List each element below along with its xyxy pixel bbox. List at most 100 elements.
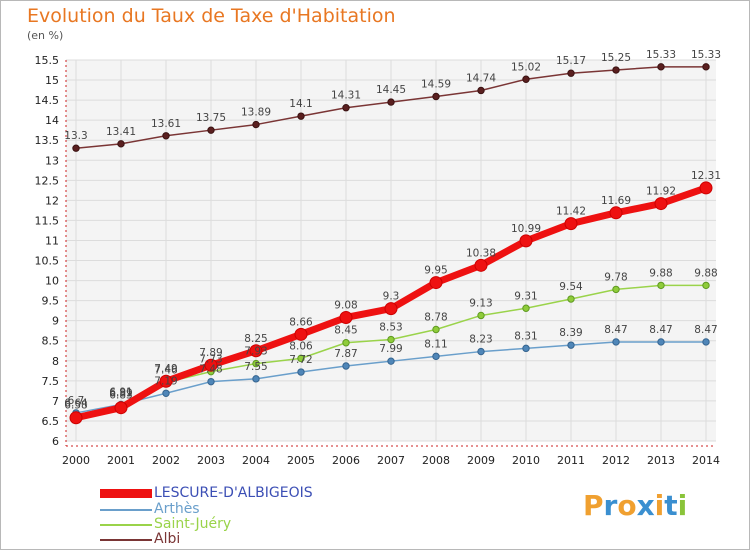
point-lescure (69, 411, 83, 425)
x-tick-label: 2008 (422, 454, 450, 467)
y-tick-label: 8.5 (42, 335, 60, 348)
point-lescure (699, 181, 713, 195)
x-tick-label: 2001 (107, 454, 135, 467)
y-tick-label: 7 (52, 395, 59, 408)
data-label-albi: 13.75 (196, 112, 226, 124)
data-label-lescure: 11.92 (646, 186, 676, 198)
point-arthes (612, 338, 620, 346)
data-label-saint-juery: 9.13 (469, 297, 492, 309)
point-saint-juery (522, 304, 530, 312)
data-label-albi: 15.33 (646, 49, 676, 61)
data-label-lescure: 6.58 (64, 400, 87, 412)
point-lescure (384, 302, 398, 316)
point-saint-juery (612, 285, 620, 294)
legend-label-lescure: LESCURE-D'ALBIGEOIS (154, 485, 313, 501)
point-arthes (432, 352, 440, 361)
y-tick-label: 15.5 (35, 54, 60, 67)
legend-swatch-saint-juery (100, 524, 152, 526)
logo-letter: o (617, 489, 637, 522)
point-lescure (609, 206, 623, 220)
point-lescure (564, 217, 578, 231)
point-albi (477, 86, 485, 95)
data-label-saint-juery: 8.78 (424, 312, 447, 324)
data-label-arthes: 8.47 (649, 324, 672, 336)
data-label-lescure: 10.38 (466, 247, 496, 259)
logo-letter: t (664, 489, 678, 522)
data-label-lescure: 11.69 (601, 195, 631, 207)
data-label-lescure: 9.95 (424, 265, 447, 277)
point-lescure (339, 310, 353, 324)
data-label-lescure: 6.83 (109, 390, 132, 402)
x-tick-label: 2014 (692, 454, 720, 467)
data-label-saint-juery: 6.89 (109, 387, 132, 399)
x-tick-label: 2013 (647, 454, 675, 467)
data-label-arthes: 7.87 (334, 348, 357, 360)
point-saint-juery (342, 339, 350, 347)
data-label-arthes: 6.7 (68, 395, 85, 407)
y-tick-label: 13 (45, 154, 59, 167)
data-label-albi: 15.02 (511, 61, 541, 73)
y-tick-label: 13.5 (35, 134, 60, 147)
point-albi (612, 66, 620, 74)
data-label-albi: 14.31 (331, 90, 361, 102)
legend-swatch-arthes (100, 509, 152, 511)
x-tick-label: 2005 (287, 454, 315, 467)
x-tick-label: 2004 (242, 454, 270, 467)
data-label-lescure: 9.08 (334, 299, 357, 311)
point-albi (297, 112, 305, 120)
data-label-albi: 13.3 (64, 130, 87, 142)
point-saint-juery (432, 325, 440, 334)
y-tick-label: 11.5 (35, 214, 60, 227)
point-lescure (429, 276, 443, 290)
y-tick-label: 6.5 (42, 415, 60, 428)
data-label-saint-juery: 6.64 (64, 397, 88, 409)
point-albi (207, 126, 215, 134)
point-albi (252, 120, 260, 129)
y-tick-label: 14 (45, 114, 59, 127)
point-arthes (567, 341, 575, 349)
point-albi (432, 92, 440, 101)
data-label-lescure: 11.42 (556, 206, 586, 218)
point-arthes (162, 389, 170, 397)
data-label-arthes: 8.23 (469, 334, 492, 346)
data-label-albi: 14.45 (376, 84, 406, 96)
x-tick-label: 2012 (602, 454, 630, 467)
logo-letter: P (583, 489, 604, 522)
data-label-saint-juery: 9.54 (559, 281, 583, 293)
data-label-saint-juery: 7.73 (199, 354, 222, 366)
point-albi (522, 75, 530, 83)
y-tick-label: 10.5 (35, 255, 60, 268)
point-lescure (294, 327, 308, 341)
data-label-arthes: 7.55 (244, 361, 267, 373)
data-label-arthes: 7.99 (379, 343, 402, 355)
data-label-albi: 14.59 (421, 78, 451, 90)
point-albi (342, 104, 350, 112)
data-label-saint-juery: 8.06 (289, 340, 313, 352)
data-label-albi: 13.89 (241, 107, 271, 119)
data-label-arthes: 8.39 (559, 327, 582, 339)
data-label-arthes: 7.48 (199, 364, 222, 376)
data-label-saint-juery: 7.46 (154, 364, 178, 376)
point-lescure (474, 258, 488, 272)
data-label-albi: 13.41 (106, 126, 136, 138)
y-tick-label: 10 (45, 275, 59, 288)
y-tick-label: 15 (45, 74, 59, 87)
point-saint-juery (657, 281, 665, 290)
data-label-saint-juery: 7.93 (244, 346, 267, 358)
y-tick-label: 12 (45, 194, 59, 207)
legend-label-albi: Albi (154, 531, 181, 547)
data-label-arthes: 7.72 (289, 354, 312, 366)
data-label-lescure: 10.99 (511, 223, 541, 235)
data-label-lescure: 8.66 (289, 316, 313, 328)
logo-letter: x (636, 489, 655, 522)
x-tick-label: 2010 (512, 454, 540, 467)
y-tick-label: 9.5 (42, 295, 60, 308)
data-label-saint-juery: 9.88 (694, 267, 717, 279)
data-label-arthes: 8.11 (424, 338, 447, 350)
y-tick-label: 9 (52, 315, 59, 328)
data-label-albi: 14.74 (466, 72, 496, 84)
data-label-lescure: 8.25 (244, 333, 267, 345)
chart-unit: (en %) (27, 29, 64, 42)
legend-label-arthes: Arthès (154, 501, 200, 517)
